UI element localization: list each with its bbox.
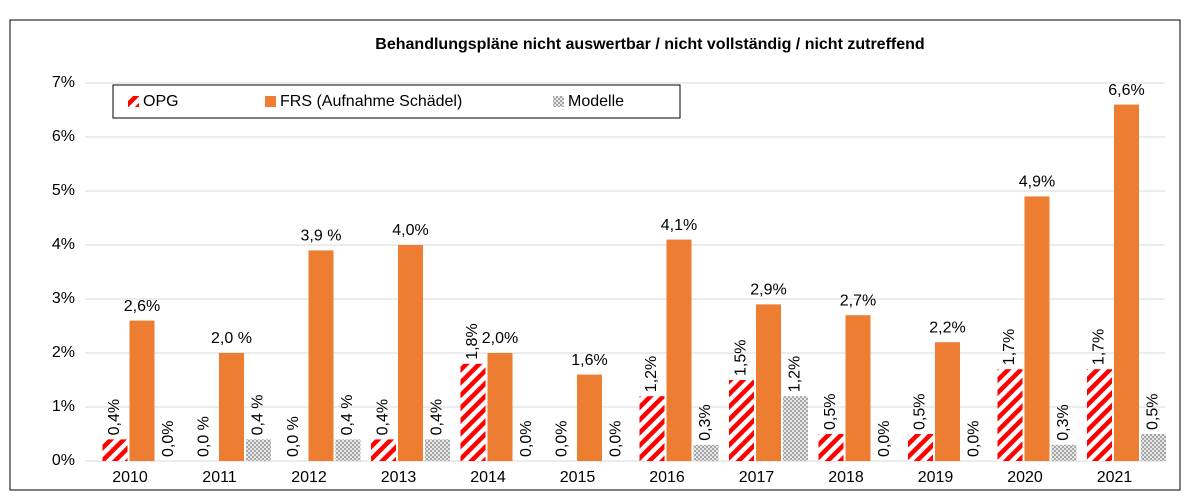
x-tick-label: 2018 (828, 469, 864, 486)
data-label: 0,4 % (250, 394, 267, 435)
data-label: 0,0% (876, 421, 893, 457)
legend-label: OPG (143, 93, 179, 110)
data-label: 1,5% (733, 340, 750, 376)
y-tick-label: 6% (52, 128, 75, 145)
data-label: 0,5% (912, 394, 929, 430)
x-tick-label: 2021 (1097, 469, 1133, 486)
data-label: 0,4 % (339, 394, 356, 435)
data-label: 0,5% (822, 394, 839, 430)
data-label: 0,0 % (285, 416, 302, 457)
bar (1114, 104, 1139, 461)
y-tick-label: 7% (52, 74, 75, 91)
data-label: 0,4% (106, 399, 123, 435)
data-label: 4,0% (392, 222, 428, 239)
data-label: 0,4% (429, 399, 446, 435)
data-label: 0,3% (697, 404, 714, 440)
bar (1051, 444, 1077, 461)
bar (666, 239, 692, 461)
x-tick-label: 2010 (112, 469, 148, 486)
data-label: 1,2% (643, 356, 660, 392)
chart-title: Behandlungspläne nicht auswertbar / nich… (375, 36, 924, 53)
legend: OPG FRS (Aufnahme Schädel) Modelle (112, 84, 681, 119)
data-label: 4,9% (1019, 174, 1055, 191)
bar (639, 396, 665, 461)
data-label: 6,6% (1108, 82, 1144, 99)
data-label: 0,4% (375, 399, 392, 435)
x-tick-label: 2011 (202, 469, 237, 486)
bar (246, 439, 271, 461)
bar (425, 439, 450, 461)
bar (908, 434, 933, 461)
legend-box (112, 84, 681, 119)
data-label: 3,9 % (301, 228, 342, 245)
data-label: 2,0% (482, 330, 518, 347)
bar (398, 245, 423, 461)
bar (460, 363, 486, 461)
legend-swatch (265, 96, 276, 107)
y-tick-label: 0% (52, 452, 75, 469)
bar (129, 320, 155, 461)
y-tick-label: 4% (52, 236, 75, 253)
x-tick-label: 2012 (291, 469, 327, 486)
bar (577, 374, 602, 461)
bar (1087, 369, 1112, 461)
bar (1141, 434, 1166, 461)
data-label: 2,2% (929, 319, 965, 336)
data-label: 0,3% (1055, 404, 1072, 440)
x-tick-label: 2013 (381, 469, 417, 486)
y-tick-label: 3% (52, 290, 75, 307)
bar (756, 304, 781, 461)
data-label: 2,0 % (211, 330, 252, 347)
y-tick-label: 5% (52, 182, 75, 199)
bar (1024, 196, 1050, 461)
bar (845, 315, 871, 461)
data-label: 0,0 % (196, 416, 213, 457)
data-label: 0,0% (160, 421, 177, 457)
y-tick-label: 1% (52, 398, 75, 415)
x-tick-label: 2020 (1007, 469, 1043, 486)
bar (487, 353, 513, 461)
data-label: 2,6% (124, 298, 160, 315)
data-label: 0,0% (966, 421, 983, 457)
data-label: 0,5% (1145, 394, 1162, 430)
data-label: 2,7% (840, 292, 876, 309)
data-label: 1,6% (571, 352, 607, 369)
bar (818, 434, 844, 461)
x-tick-label: 2014 (470, 469, 506, 486)
bar (308, 250, 334, 461)
bar (102, 439, 128, 461)
data-label: 1,7% (1091, 329, 1108, 365)
data-label: 4,1% (661, 217, 697, 234)
data-label: 2,9% (750, 282, 786, 299)
legend-swatch (553, 96, 564, 107)
bar (693, 444, 719, 461)
bar (729, 380, 754, 461)
bar (335, 439, 361, 461)
data-label: 0,0% (608, 421, 625, 457)
x-tick-label: 2017 (739, 469, 775, 486)
x-tick-label: 2015 (560, 469, 596, 486)
legend-label: FRS (Aufnahme Schädel) (280, 93, 462, 110)
legend-swatch (128, 96, 139, 107)
data-label: 0,0% (518, 421, 535, 457)
legend-label: Modelle (568, 93, 624, 110)
data-label: 1,2% (787, 356, 804, 392)
bar (997, 369, 1023, 461)
data-label: 1,7% (1001, 329, 1018, 365)
bar (371, 439, 396, 461)
bar (219, 353, 244, 461)
data-label: 0,0% (554, 421, 571, 457)
bar (783, 396, 808, 461)
y-tick-label: 2% (52, 344, 75, 361)
data-label: 1,8% (464, 323, 481, 359)
x-tick-label: 2019 (918, 469, 954, 486)
x-tick-label: 2016 (649, 469, 685, 486)
bar (935, 342, 960, 461)
